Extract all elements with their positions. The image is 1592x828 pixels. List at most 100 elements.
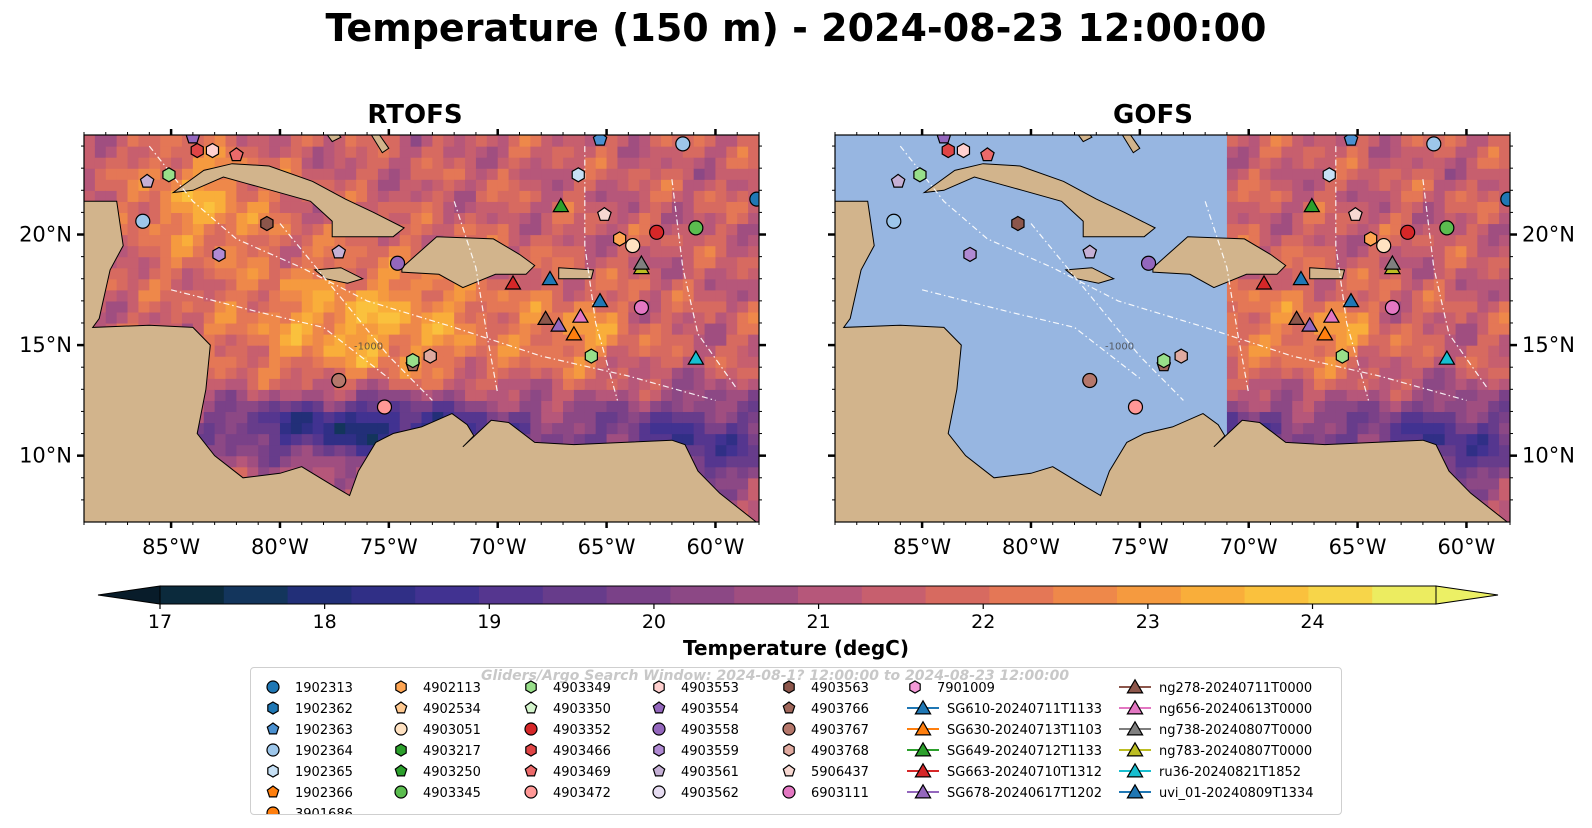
field-cell [1314, 311, 1326, 324]
field-cell [465, 389, 477, 401]
field-cell [475, 411, 488, 424]
field-cell [661, 311, 673, 324]
field-cell [715, 466, 727, 479]
field-cell [693, 146, 706, 158]
field-cell [1466, 433, 1478, 446]
field-cell [421, 179, 433, 191]
field-cell [584, 157, 597, 169]
field-cell [693, 234, 706, 247]
field-cell [628, 367, 640, 379]
field-cell [737, 245, 749, 258]
field-cell [606, 322, 619, 335]
field-cell [1455, 411, 1468, 424]
field-cell [1357, 157, 1370, 169]
field-cell [454, 179, 466, 191]
field-cell [269, 345, 281, 357]
field-cell [1412, 179, 1424, 191]
field-cell [279, 135, 292, 147]
field-cell [312, 135, 325, 147]
field-cell [1259, 212, 1272, 225]
field-cell [192, 135, 205, 147]
panel-title-rtofs: RTOFS [367, 100, 463, 130]
field-cell [236, 455, 248, 468]
field-cell [258, 389, 270, 401]
field-cell [421, 367, 433, 379]
field-cell [290, 278, 303, 291]
field-cell [367, 190, 379, 202]
field-cell [1259, 389, 1272, 401]
field-cell [236, 345, 248, 357]
field-cell [497, 322, 510, 335]
field-cell [149, 168, 161, 180]
field-cell [573, 245, 586, 258]
legend-label: SG610-20240711T1133 [947, 702, 1102, 717]
field-cell [269, 135, 281, 147]
field-cell [454, 367, 466, 379]
field-cell [356, 444, 368, 457]
field-cell [399, 168, 412, 180]
field-cell [312, 400, 325, 413]
field-cell [1390, 378, 1402, 390]
field-cell [748, 179, 759, 191]
field-cell [595, 378, 608, 390]
field-cell [1335, 367, 1348, 379]
marker-1902364 [1426, 136, 1442, 152]
field-cell [530, 367, 542, 379]
field-cell [312, 389, 325, 401]
field-cell [530, 234, 542, 247]
field-cell [530, 135, 542, 147]
field-cell [1444, 168, 1457, 180]
field-cell [715, 300, 727, 313]
field-cell [94, 157, 107, 169]
field-cell [203, 367, 216, 379]
legend-label: 4903349 [553, 681, 611, 696]
field-cell [171, 267, 183, 280]
field-cell [1466, 400, 1478, 413]
field-cell [1401, 278, 1413, 291]
field-cell [181, 289, 194, 302]
field-cell [1422, 256, 1435, 269]
field-cell [1357, 400, 1370, 413]
legend-entry: 4903469 [524, 764, 611, 780]
field-cell [432, 168, 444, 180]
field-cell [160, 190, 172, 202]
field-cell [214, 444, 227, 457]
field-cell [247, 334, 259, 346]
field-cell [290, 345, 303, 357]
field-cell [312, 334, 325, 346]
field-cell [1455, 422, 1468, 435]
field-cell [410, 411, 423, 424]
field-cell [345, 400, 357, 413]
field-cell [1444, 400, 1457, 413]
field-cell [1281, 322, 1293, 335]
field-cell [1314, 157, 1326, 169]
field-cell [345, 389, 357, 401]
legend-marker-icon [525, 743, 537, 757]
field-cell [171, 311, 183, 324]
field-cell [1357, 245, 1370, 258]
field-cell [563, 223, 575, 236]
land-polygon [84, 135, 759, 522]
legend-label: 4903558 [681, 723, 739, 738]
field-cell [1248, 157, 1261, 169]
field-cell [1270, 234, 1282, 247]
field-cell [628, 400, 640, 413]
field-cell [563, 389, 575, 401]
field-cell [475, 212, 488, 225]
legend-marker-icon [395, 680, 407, 694]
field-cell [628, 278, 640, 291]
field-cell [399, 389, 412, 401]
field-cell [138, 146, 150, 158]
field-cell [1303, 234, 1315, 247]
field-cell [410, 223, 423, 236]
field-cell [1314, 389, 1326, 401]
field-cell [693, 157, 706, 169]
field-cell [258, 256, 270, 269]
field-cell [1237, 212, 1250, 225]
field-cell [214, 334, 227, 346]
field-cell [486, 311, 499, 324]
field-cell [1466, 444, 1478, 457]
field-cell [584, 378, 597, 390]
field-cell [617, 367, 629, 379]
field-cell [1346, 322, 1359, 335]
